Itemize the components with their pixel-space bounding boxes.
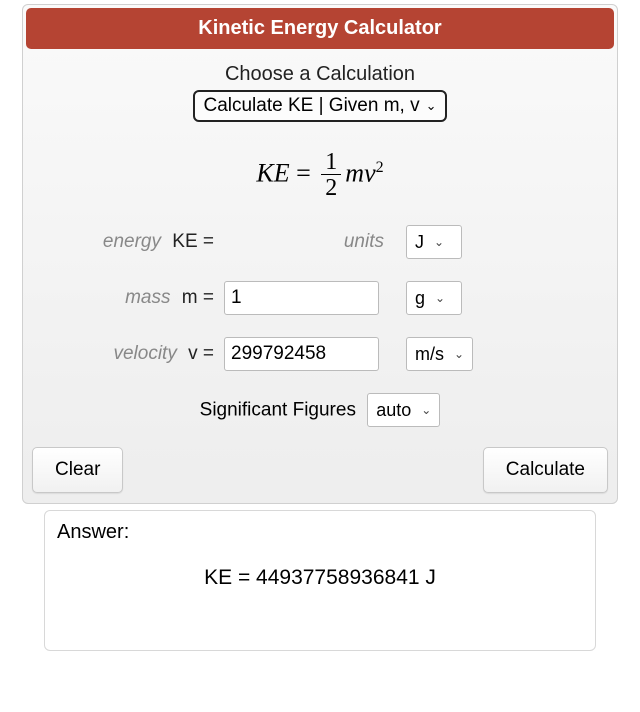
formula-exp: 2 <box>376 159 384 176</box>
panel-header: Kinetic Energy Calculator <box>26 8 614 49</box>
velocity-symbol: v = <box>188 343 214 364</box>
panel-title: Kinetic Energy Calculator <box>198 17 441 39</box>
fraction-num: 1 <box>321 150 341 175</box>
energy-symbol: KE = <box>172 231 214 252</box>
calculate-button[interactable]: Calculate <box>483 447 608 493</box>
mass-symbol: m = <box>182 287 214 308</box>
energy-units-select[interactable]: J ⌄ <box>406 225 462 259</box>
equals-sign: = <box>296 159 311 188</box>
velocity-input[interactable] <box>224 337 379 371</box>
mass-input[interactable] <box>224 281 379 315</box>
sigfig-label: Significant Figures <box>200 400 356 421</box>
energy-units-value: J <box>415 232 424 253</box>
clear-button-label: Clear <box>55 459 100 480</box>
formula-display: KE = 1 2 mv2 <box>26 150 614 201</box>
clear-button[interactable]: Clear <box>32 447 123 493</box>
energy-row: energy KE = units J ⌄ <box>54 225 586 259</box>
calculate-button-label: Calculate <box>506 459 585 480</box>
formula-lhs: KE <box>256 159 289 188</box>
calculator-panel: Kinetic Energy Calculator Choose a Calcu… <box>22 4 618 504</box>
mass-row: mass m = g ⌄ <box>54 281 586 315</box>
answer-panel: Answer: KE = 44937758936841 J <box>44 510 596 651</box>
mass-units-value: g <box>415 288 425 309</box>
answer-value: KE = 44937758936841 J <box>57 566 583 590</box>
mass-units-select[interactable]: g ⌄ <box>406 281 462 315</box>
velocity-word: velocity <box>113 343 176 364</box>
answer-label: Answer: <box>57 521 583 544</box>
sigfig-row: Significant Figures auto ⌄ <box>26 393 614 427</box>
chevron-down-icon: ⌄ <box>434 235 444 249</box>
sigfig-select[interactable]: auto ⌄ <box>367 393 440 427</box>
chevron-down-icon: ⌄ <box>454 347 464 361</box>
formula-v: v <box>364 159 376 188</box>
velocity-units-value: m/s <box>415 344 444 365</box>
units-label: units <box>224 231 394 253</box>
chevron-down-icon: ⌄ <box>435 291 445 305</box>
velocity-units-select[interactable]: m/s ⌄ <box>406 337 473 371</box>
calculation-select[interactable]: Calculate KE | Given m, v ⌄ <box>193 90 446 122</box>
energy-word: energy <box>103 231 161 252</box>
fraction-den: 2 <box>321 175 341 201</box>
choose-label: Choose a Calculation <box>26 63 614 86</box>
mass-word: mass <box>125 287 170 308</box>
sigfig-value: auto <box>376 400 411 421</box>
chevron-down-icon: ⌄ <box>426 98 437 114</box>
formula-m: m <box>345 159 364 188</box>
chevron-down-icon: ⌄ <box>421 403 431 417</box>
fraction: 1 2 <box>321 150 341 201</box>
velocity-row: velocity v = m/s ⌄ <box>54 337 586 371</box>
calculation-select-value: Calculate KE | Given m, v <box>203 95 419 117</box>
